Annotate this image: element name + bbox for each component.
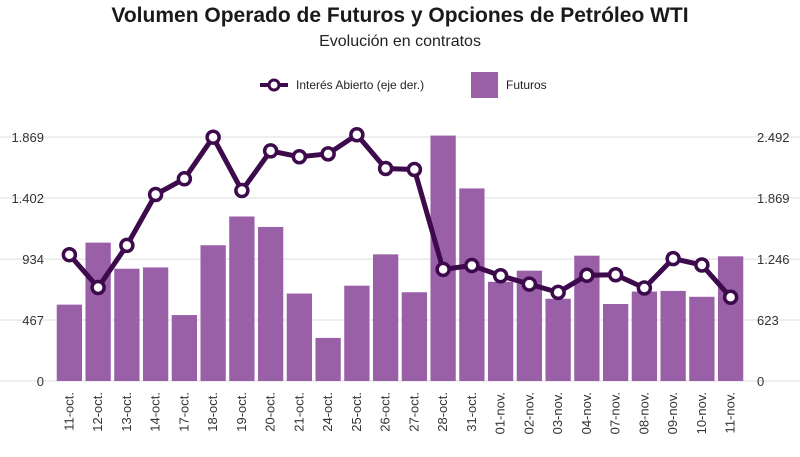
y-right-tick-label: 1.869 <box>757 191 790 206</box>
point-interes-abierto <box>607 267 624 283</box>
x-tick-label: 24-oct. <box>320 392 335 432</box>
chart-subtitle: Evolución en contratos <box>319 33 481 50</box>
x-tick-label: 13-oct. <box>119 392 134 432</box>
bar-futuros <box>171 315 198 381</box>
point-interes-abierto <box>349 126 365 143</box>
bar-futuros <box>717 256 744 381</box>
point-interes-abierto <box>147 186 164 203</box>
point-interes-abierto <box>665 250 681 267</box>
bar-futuros <box>401 292 428 381</box>
point-interes-abierto <box>492 267 509 284</box>
bar-futuros <box>142 267 169 381</box>
x-tick-label: 20-oct. <box>263 392 278 432</box>
legend-item-futures: Futuros <box>471 72 547 98</box>
legend-item-open-interest: Interés Abierto (eje der.) <box>260 72 424 98</box>
point-interes-abierto <box>694 257 710 273</box>
x-tick-label: 03-nov. <box>550 392 565 434</box>
point-interes-abierto <box>521 276 538 292</box>
bar-futuros <box>660 290 686 381</box>
bar-futuros <box>200 245 226 381</box>
bar-futuros <box>85 242 111 381</box>
x-tick-label: 07-nov. <box>608 392 623 434</box>
point-interes-abierto <box>722 289 739 306</box>
point-interes-abierto <box>205 129 221 145</box>
bar-futuros <box>286 293 313 381</box>
point-interes-abierto <box>406 161 423 178</box>
point-interes-abierto <box>579 267 595 284</box>
point-interes-abierto <box>435 261 451 278</box>
bar-futuros <box>372 254 399 381</box>
legend-bar-swatch <box>471 72 498 98</box>
bar-futuros <box>487 281 514 381</box>
point-interes-abierto <box>291 149 308 165</box>
x-tick-label: 14-oct. <box>148 392 163 432</box>
point-interes-abierto <box>61 246 78 263</box>
y-left-tick-label: 1.869 <box>11 130 44 145</box>
x-tick-label: 04-nov. <box>579 392 594 434</box>
bar-futuros <box>229 216 255 381</box>
x-tick-label: 26-oct. <box>378 392 393 432</box>
x-tick-label: 12-oct. <box>90 392 105 432</box>
bar-futuros <box>545 298 571 381</box>
line-interes-abierto <box>67 132 733 299</box>
x-tick-label: 27-oct. <box>406 392 421 432</box>
point-interes-abierto <box>320 146 336 162</box>
x-tick-label: 31-oct. <box>464 392 479 432</box>
y-left-tick-label: 0 <box>37 374 44 389</box>
x-tick-label: 18-oct. <box>205 392 220 432</box>
x-tick-label: 11-oct. <box>61 392 76 431</box>
y-left-tick-label: 934 <box>22 252 44 267</box>
legend-label-open-interest: Interés Abierto (eje der.) <box>296 78 425 92</box>
x-tick-label: 21-oct. <box>291 392 306 432</box>
x-tick-label: 02-nov. <box>521 392 536 434</box>
x-tick-label: 01-nov. <box>493 392 508 434</box>
bar-futuros <box>315 337 341 381</box>
point-interes-abierto <box>234 182 250 199</box>
point-interes-abierto <box>176 171 193 187</box>
point-interes-abierto <box>119 237 135 254</box>
y-left-tick-label: 467 <box>22 313 44 328</box>
chart-title: Volumen Operado de Futuros y Opciones de… <box>111 4 689 27</box>
bar-futuros <box>344 285 370 381</box>
bar-futuros <box>602 303 629 381</box>
x-tick-label: 19-oct. <box>234 392 249 432</box>
bar-futuros <box>689 296 715 381</box>
point-interes-abierto <box>262 143 279 159</box>
x-tick-label: 25-oct. <box>349 392 364 432</box>
x-tick-label: 17-oct. <box>176 392 191 432</box>
y-right-tick-label: 1.246 <box>757 252 790 267</box>
bar-futuros <box>257 226 284 381</box>
legend-label-futures: Futuros <box>506 78 547 92</box>
x-tick-label: 09-nov. <box>665 392 680 434</box>
x-tick-label: 28-oct. <box>435 392 450 432</box>
legend-line-swatch <box>260 78 288 92</box>
bar-futuros <box>430 135 456 381</box>
y-left-tick-label: 1.402 <box>11 191 44 206</box>
bar-futuros <box>114 268 140 381</box>
x-tick-label: 08-nov. <box>636 392 651 434</box>
y-right-tick-label: 623 <box>757 313 779 328</box>
point-interes-abierto <box>550 284 566 301</box>
x-tick-label: 10-nov. <box>694 392 709 434</box>
chart-legend: Interés Abierto (eje der.) Futuros <box>0 72 800 98</box>
y-right-tick-label: 2.492 <box>757 130 790 145</box>
x-tick-label: 11-nov. <box>723 392 738 433</box>
point-interes-abierto <box>90 279 106 296</box>
point-interes-abierto <box>377 160 394 177</box>
bar-futuros <box>56 304 83 381</box>
y-right-tick-label: 0 <box>757 374 764 389</box>
bar-futuros <box>459 188 485 381</box>
bar-futuros <box>631 291 658 381</box>
point-interes-abierto <box>636 280 653 296</box>
point-interes-abierto <box>464 257 480 274</box>
